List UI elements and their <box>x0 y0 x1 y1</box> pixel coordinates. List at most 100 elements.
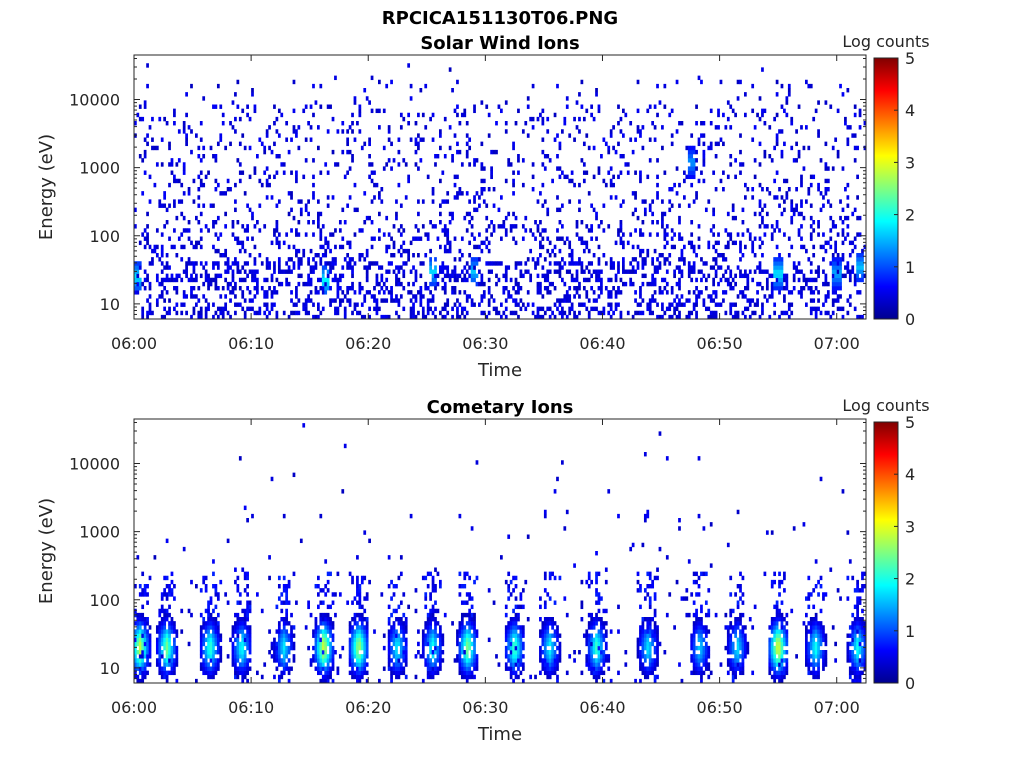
heatmap-cell <box>778 228 781 233</box>
heatmap-cell <box>199 310 203 316</box>
heatmap-cell <box>216 182 220 188</box>
heatmap-cell <box>612 261 615 266</box>
heatmap-cell <box>407 178 411 184</box>
heatmap-cell <box>639 248 642 254</box>
heatmap-cell <box>685 174 689 180</box>
heatmap-cell <box>712 281 716 287</box>
heatmap-cell <box>341 149 345 155</box>
heatmap-cell <box>165 207 169 213</box>
heatmap-cell <box>295 133 298 138</box>
heatmap-cell <box>314 314 318 320</box>
heatmap-cell <box>521 629 525 634</box>
heatmap-cell <box>734 281 737 287</box>
heatmap-cell <box>744 244 747 250</box>
heatmap-cell <box>195 302 198 307</box>
heatmap-cell <box>524 269 528 274</box>
heatmap-cell <box>712 244 716 250</box>
heatmap-cell <box>726 174 730 180</box>
heatmap-cell <box>775 224 779 229</box>
heatmap-cell <box>456 104 459 109</box>
heatmap-cell <box>158 633 162 638</box>
heatmap-cell <box>326 678 330 684</box>
heatmap-cell <box>431 637 435 643</box>
heatmap-cell <box>695 104 698 109</box>
heatmap-cell <box>729 281 733 287</box>
heatmap-cell <box>775 195 779 200</box>
heatmap-cell <box>146 637 149 643</box>
heatmap-cell <box>587 621 591 626</box>
heatmap-cell <box>243 277 247 283</box>
heatmap-cell <box>329 617 332 622</box>
heatmap-cell <box>665 269 669 274</box>
heatmap-cell <box>736 96 740 101</box>
heatmap-cell <box>492 228 496 233</box>
heatmap-cell <box>273 141 276 147</box>
heatmap-cell <box>758 261 762 266</box>
heatmap-cell <box>141 612 145 618</box>
heatmap-cell <box>578 294 581 299</box>
heatmap-cell <box>800 286 803 291</box>
heatmap-cell <box>317 641 320 647</box>
heatmap-cell <box>548 658 552 663</box>
heatmap-cell <box>443 273 447 279</box>
heatmap-cell <box>248 298 252 303</box>
heatmap-cell <box>236 584 240 589</box>
heatmap-cell <box>568 178 572 184</box>
heatmap-cell <box>307 273 310 279</box>
heatmap-cell <box>234 286 237 291</box>
heatmap-cell <box>380 199 384 204</box>
heatmap-cell <box>246 571 249 577</box>
heatmap-cell <box>356 588 359 593</box>
heatmap-cell <box>458 187 462 192</box>
heatmap-cell <box>585 240 589 246</box>
heatmap-cell <box>385 248 389 254</box>
heatmap-cell <box>824 310 828 316</box>
heatmap-cell <box>243 621 247 626</box>
heatmap-cell <box>404 629 408 634</box>
heatmap-cell <box>614 277 618 283</box>
heatmap-cell <box>556 658 559 663</box>
heatmap-cell <box>536 199 540 204</box>
heatmap-cell <box>292 302 296 307</box>
heatmap-cell <box>773 310 777 316</box>
heatmap-cell <box>519 604 523 610</box>
heatmap-cell <box>402 666 406 671</box>
heatmap-cell <box>160 654 164 659</box>
heatmap-cell <box>604 286 608 291</box>
heatmap-cell <box>407 112 411 118</box>
heatmap-cell <box>317 302 320 307</box>
heatmap-cell <box>314 265 318 270</box>
heatmap-cell <box>546 286 550 291</box>
heatmap-cell <box>531 187 535 192</box>
heatmap-cell <box>597 166 601 171</box>
heatmap-cell <box>214 662 218 667</box>
heatmap-cell <box>712 207 716 213</box>
heatmap-cell <box>656 220 659 225</box>
heatmap-cell <box>548 261 552 266</box>
heatmap-cell <box>253 277 257 283</box>
heatmap-cell <box>319 513 323 519</box>
heatmap-cell <box>695 253 698 258</box>
heatmap-cell <box>851 265 855 270</box>
heatmap-cell <box>539 650 542 655</box>
heatmap-cell <box>136 625 140 630</box>
heatmap-cell <box>556 476 559 482</box>
heatmap-cell <box>326 674 330 680</box>
heatmap-cell <box>216 658 220 663</box>
heatmap-cell <box>795 129 798 134</box>
heatmap-cell <box>380 277 384 283</box>
heatmap-cell <box>309 658 313 663</box>
heatmap-cell <box>273 121 276 126</box>
heatmap-cell <box>521 666 525 671</box>
heatmap-cell <box>221 306 225 312</box>
heatmap-cell <box>446 273 450 279</box>
heatmap-cell <box>812 244 816 250</box>
heatmap-cell <box>517 286 520 291</box>
heatmap-cell <box>199 654 203 659</box>
heatmap-cell <box>236 641 240 647</box>
heatmap-cell <box>734 310 737 316</box>
heatmap-cell <box>551 617 554 622</box>
heatmap-cell <box>785 178 789 184</box>
heatmap-cell <box>741 207 745 213</box>
heatmap-cell <box>651 637 655 643</box>
